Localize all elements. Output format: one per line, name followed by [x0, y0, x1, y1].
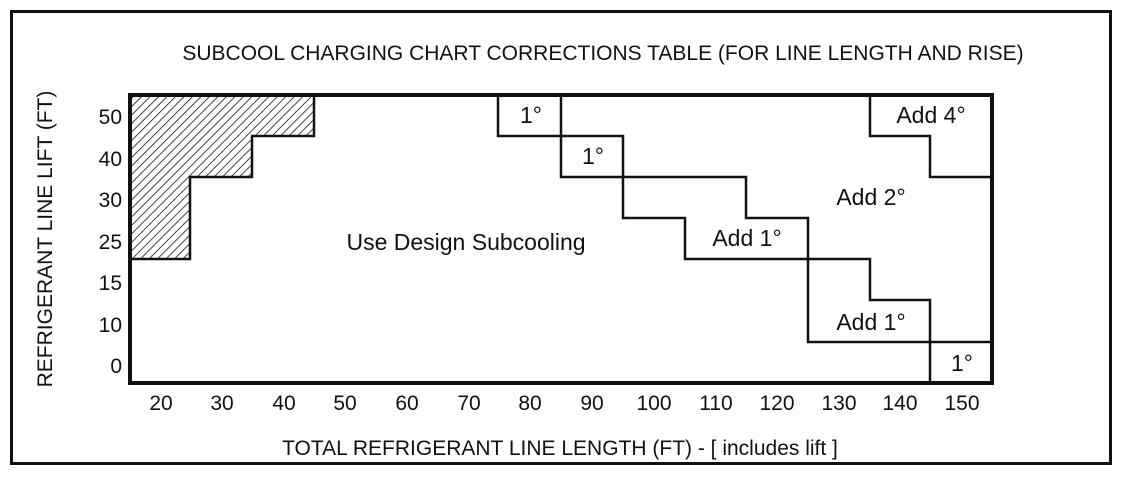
x-tick-label: 80: [518, 392, 541, 415]
x-tick-label: 130: [821, 392, 856, 415]
region-label-add-1deg-mid: Add 1°: [712, 225, 781, 251]
x-tick-label: 70: [457, 392, 480, 415]
y-tick-labels: 0 10 15 25 30 40 50: [99, 106, 122, 378]
y-tick-label: 15: [99, 272, 122, 295]
region-boundaries: [496, 95, 992, 383]
y-tick-label: 10: [99, 314, 122, 337]
x-tick-label: 90: [580, 392, 603, 415]
chart-frame: [10, 10, 1112, 465]
region-label-1deg-second: 1°: [582, 143, 604, 169]
region-label-1deg-top: 1°: [520, 102, 542, 128]
x-tick-label: 20: [149, 392, 172, 415]
region-labels: Use Design Subcooling 1° 1° Add 1° Add 1…: [346, 102, 973, 376]
y-tick-label: 30: [99, 189, 122, 212]
region-label-1deg-corner: 1°: [951, 350, 973, 376]
x-tick-label: 110: [699, 392, 732, 415]
x-axis-label: TOTAL REFRIGERANT LINE LENGTH (FT) - [ i…: [282, 437, 838, 460]
boundary-1: [496, 95, 932, 383]
region-label-use-design: Use Design Subcooling: [346, 229, 585, 255]
x-tick-label: 50: [333, 392, 356, 415]
region-label-add-1deg-low: Add 1°: [836, 309, 905, 335]
x-tick-label: 100: [636, 392, 671, 415]
chart-title: SUBCOOL CHARGING CHART CORRECTIONS TABLE…: [182, 42, 1023, 65]
x-tick-label: 120: [759, 392, 794, 415]
x-tick-label: 60: [395, 392, 418, 415]
hatched-region: [128, 93, 316, 261]
y-tick-label: 25: [99, 231, 122, 254]
x-tick-label: 140: [882, 392, 917, 415]
x-tick-label: 150: [944, 392, 979, 415]
x-tick-labels: 20 30 40 50 60 70 80 90 100 110 120 130 …: [149, 392, 979, 415]
plot-area: [128, 93, 994, 385]
boundary-2: [559, 95, 992, 344]
x-tick-label: 30: [210, 392, 233, 415]
y-tick-label: 50: [99, 106, 122, 129]
y-axis-label: REFRIGERANT LINE LIFT (FT): [34, 91, 57, 388]
y-tick-label: 0: [110, 355, 122, 378]
x-tick-label: 40: [272, 392, 295, 415]
region-label-add-2deg: Add 2°: [836, 184, 905, 210]
boundary-3: [868, 95, 992, 179]
y-tick-label: 40: [99, 148, 122, 171]
region-label-add-4deg: Add 4°: [896, 102, 965, 128]
